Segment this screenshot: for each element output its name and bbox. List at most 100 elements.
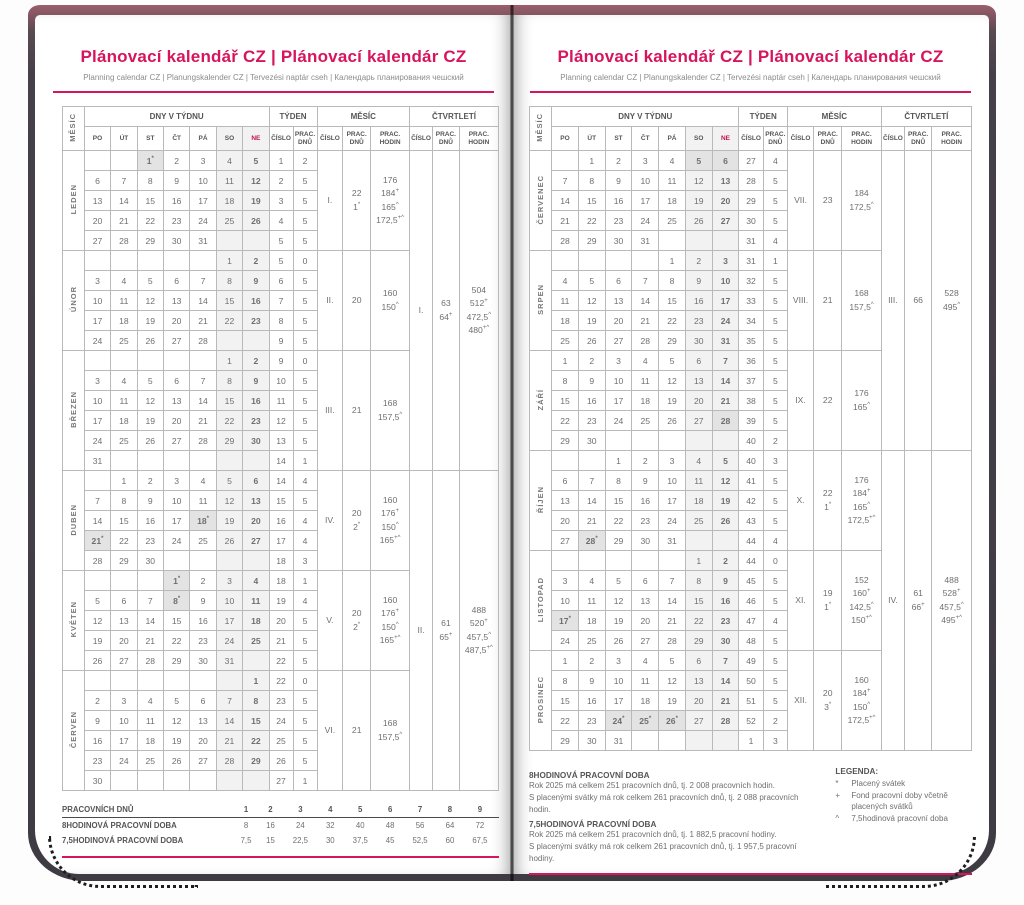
day-cell: 30 — [577, 430, 606, 451]
day-cell: 9 — [604, 170, 633, 191]
month-name-label: ÚNOR — [62, 250, 85, 351]
day-cell: 8 — [551, 670, 579, 691]
day-cell: 19 — [83, 630, 112, 651]
day-cell: 26* — [658, 710, 686, 731]
header-mesic-label: MĚSÍC — [68, 113, 78, 142]
day-cell: 25 — [215, 210, 244, 231]
day-cell: 5 — [215, 470, 244, 491]
calendar-week-row: 29 30 31 1 3 — [530, 730, 972, 751]
month-hours-cell: 160 184+ 150^ 172,5+^ — [841, 650, 882, 751]
week-number-cell: 19 — [268, 590, 294, 611]
calendar-week-row: ZÁŘÍ 1 2 3 4 5 6 7 36 5 IX. 22 176 165^ — [528, 350, 972, 451]
calendar-week-row: 15 16 17 18 19 20 21 51 5 — [530, 690, 972, 711]
week-workdays-cell: 5 — [762, 270, 788, 291]
quarter-number-cell: I. — [408, 150, 434, 471]
day-cell: 22 — [215, 410, 244, 431]
day-cell: 21 — [631, 310, 660, 331]
day-cell — [136, 670, 164, 691]
week-number-cell: 36 — [738, 350, 764, 371]
day-cell: 4 — [658, 150, 686, 171]
header-subcolumn: ČÍSLO — [738, 126, 764, 151]
day-cell: 18 — [242, 610, 270, 631]
week-workdays-cell: 1 — [762, 250, 788, 271]
day-cell: 26 — [711, 510, 740, 531]
day-cell: 2 — [631, 450, 660, 471]
month-workdays-cell: 20 2* — [342, 570, 372, 671]
day-cell: 11 — [631, 670, 660, 691]
month-workdays-cell: 21 — [342, 350, 372, 471]
day-cell: 26 — [684, 210, 713, 231]
planner-book: Plánovací kalendář CZ | Plánovací kalend… — [28, 5, 996, 881]
day-cell: 13 — [631, 590, 660, 611]
header-mesic-group: MĚSÍC — [316, 106, 410, 127]
day-cell: 11 — [551, 290, 579, 311]
week-number-cell: 29 — [738, 190, 764, 211]
footer-value-cell: 7,5 — [240, 836, 252, 845]
header-rule — [530, 91, 971, 93]
header-day-5: PÁ — [658, 126, 686, 151]
week-workdays-cell: 5 — [762, 490, 788, 511]
day-cell — [551, 450, 579, 471]
header-subcolumn: PRAC. HODIN — [841, 126, 882, 151]
header-subcolumn: PRAC. DNŮ — [292, 126, 318, 151]
day-cell — [162, 350, 191, 371]
week-workdays-cell: 5 — [292, 650, 318, 671]
week-number-cell: 18 — [268, 570, 294, 591]
week-workdays-cell: 4 — [762, 610, 788, 631]
week-number-cell: 22 — [268, 670, 294, 691]
header-day-4: ČT — [162, 126, 191, 151]
day-cell — [162, 550, 191, 571]
day-cell: 3 — [631, 150, 660, 171]
page-title: Plánovací kalendář CZ | Plánovací kalend… — [557, 47, 944, 66]
day-cell — [136, 350, 164, 371]
week-workdays-cell: 1 — [292, 770, 318, 791]
calendar-week-row: 24 25 26 27 28 29 30 48 5 — [530, 630, 972, 651]
day-cell: 7 — [215, 690, 244, 711]
day-cell: 8 — [136, 170, 164, 191]
day-cell: 24 — [162, 530, 191, 551]
day-cell: 3 — [551, 570, 579, 591]
day-cell: 27 — [684, 710, 713, 731]
day-cell: 5 — [604, 570, 633, 591]
page-right: Plánovací kalendář CZ | Plánovací kalend… — [512, 15, 989, 875]
calendar-table-h2: MĚSÍC DNY V TÝDNU TÝDEN MĚSÍC ČTVRTLETÍ PO ÚT S… — [528, 106, 973, 751]
planning-table: MĚSÍC DNY V TÝDNU TÝDEN MĚSÍC ČTVRTLETÍ PO ÚT S… — [528, 106, 973, 751]
calendar-week-row: ŘÍJEN 1 2 3 4 5 40 3 X. 22 1* 176 184+ 165^ 172,5+^ IV.… — [528, 450, 972, 751]
footer-number-cell: 8 — [439, 802, 461, 818]
day-cell — [604, 430, 633, 451]
header-ctvrtleti: ČTVRTLETÍ — [408, 106, 500, 127]
month-number-cell: VI. — [316, 670, 344, 791]
day-cell — [551, 550, 579, 571]
calendar-week-row: 20 21 22 23 24 25 26 4 5 — [63, 210, 499, 231]
day-cell: 8 — [215, 370, 244, 391]
day-cell: 8 — [658, 270, 686, 291]
week-number-cell: 27 — [268, 770, 294, 791]
week-number-cell: 48 — [738, 630, 764, 651]
day-cell — [110, 350, 138, 371]
footer-value-cell: 37,5 — [352, 836, 368, 845]
day-cell: 19 — [215, 510, 244, 531]
day-cell: 5 — [711, 450, 740, 471]
day-cell: 22 — [658, 310, 686, 331]
week-number-cell: 21 — [268, 630, 294, 651]
week-number-cell: 12 — [268, 410, 294, 431]
footer-value-cell: 64 — [445, 821, 455, 830]
day-cell: 11 — [577, 590, 606, 611]
week-workdays-cell: 0 — [762, 550, 788, 571]
week-number-cell: 30 — [738, 210, 764, 231]
footer-rule-right — [529, 873, 972, 875]
day-cell: 5 — [684, 150, 713, 171]
day-cell: 24 — [83, 430, 112, 451]
day-cell: 1 — [658, 250, 686, 271]
day-cell: 3 — [604, 350, 633, 371]
day-cell: 4 — [631, 650, 660, 671]
week-workdays-cell: 5 — [762, 590, 788, 611]
day-cell: 20 — [711, 190, 740, 211]
quarter-workdays-cell: 61 66+ — [904, 450, 933, 751]
calendar-week-row: 2 3 4 5 6 7 8 23 5 — [63, 690, 499, 711]
day-cell: 25* — [631, 710, 660, 731]
day-cell: 8 — [551, 370, 579, 391]
day-cell: 3 — [215, 570, 244, 591]
day-cell: 1 — [551, 650, 579, 671]
day-cell: 1* — [136, 150, 164, 171]
